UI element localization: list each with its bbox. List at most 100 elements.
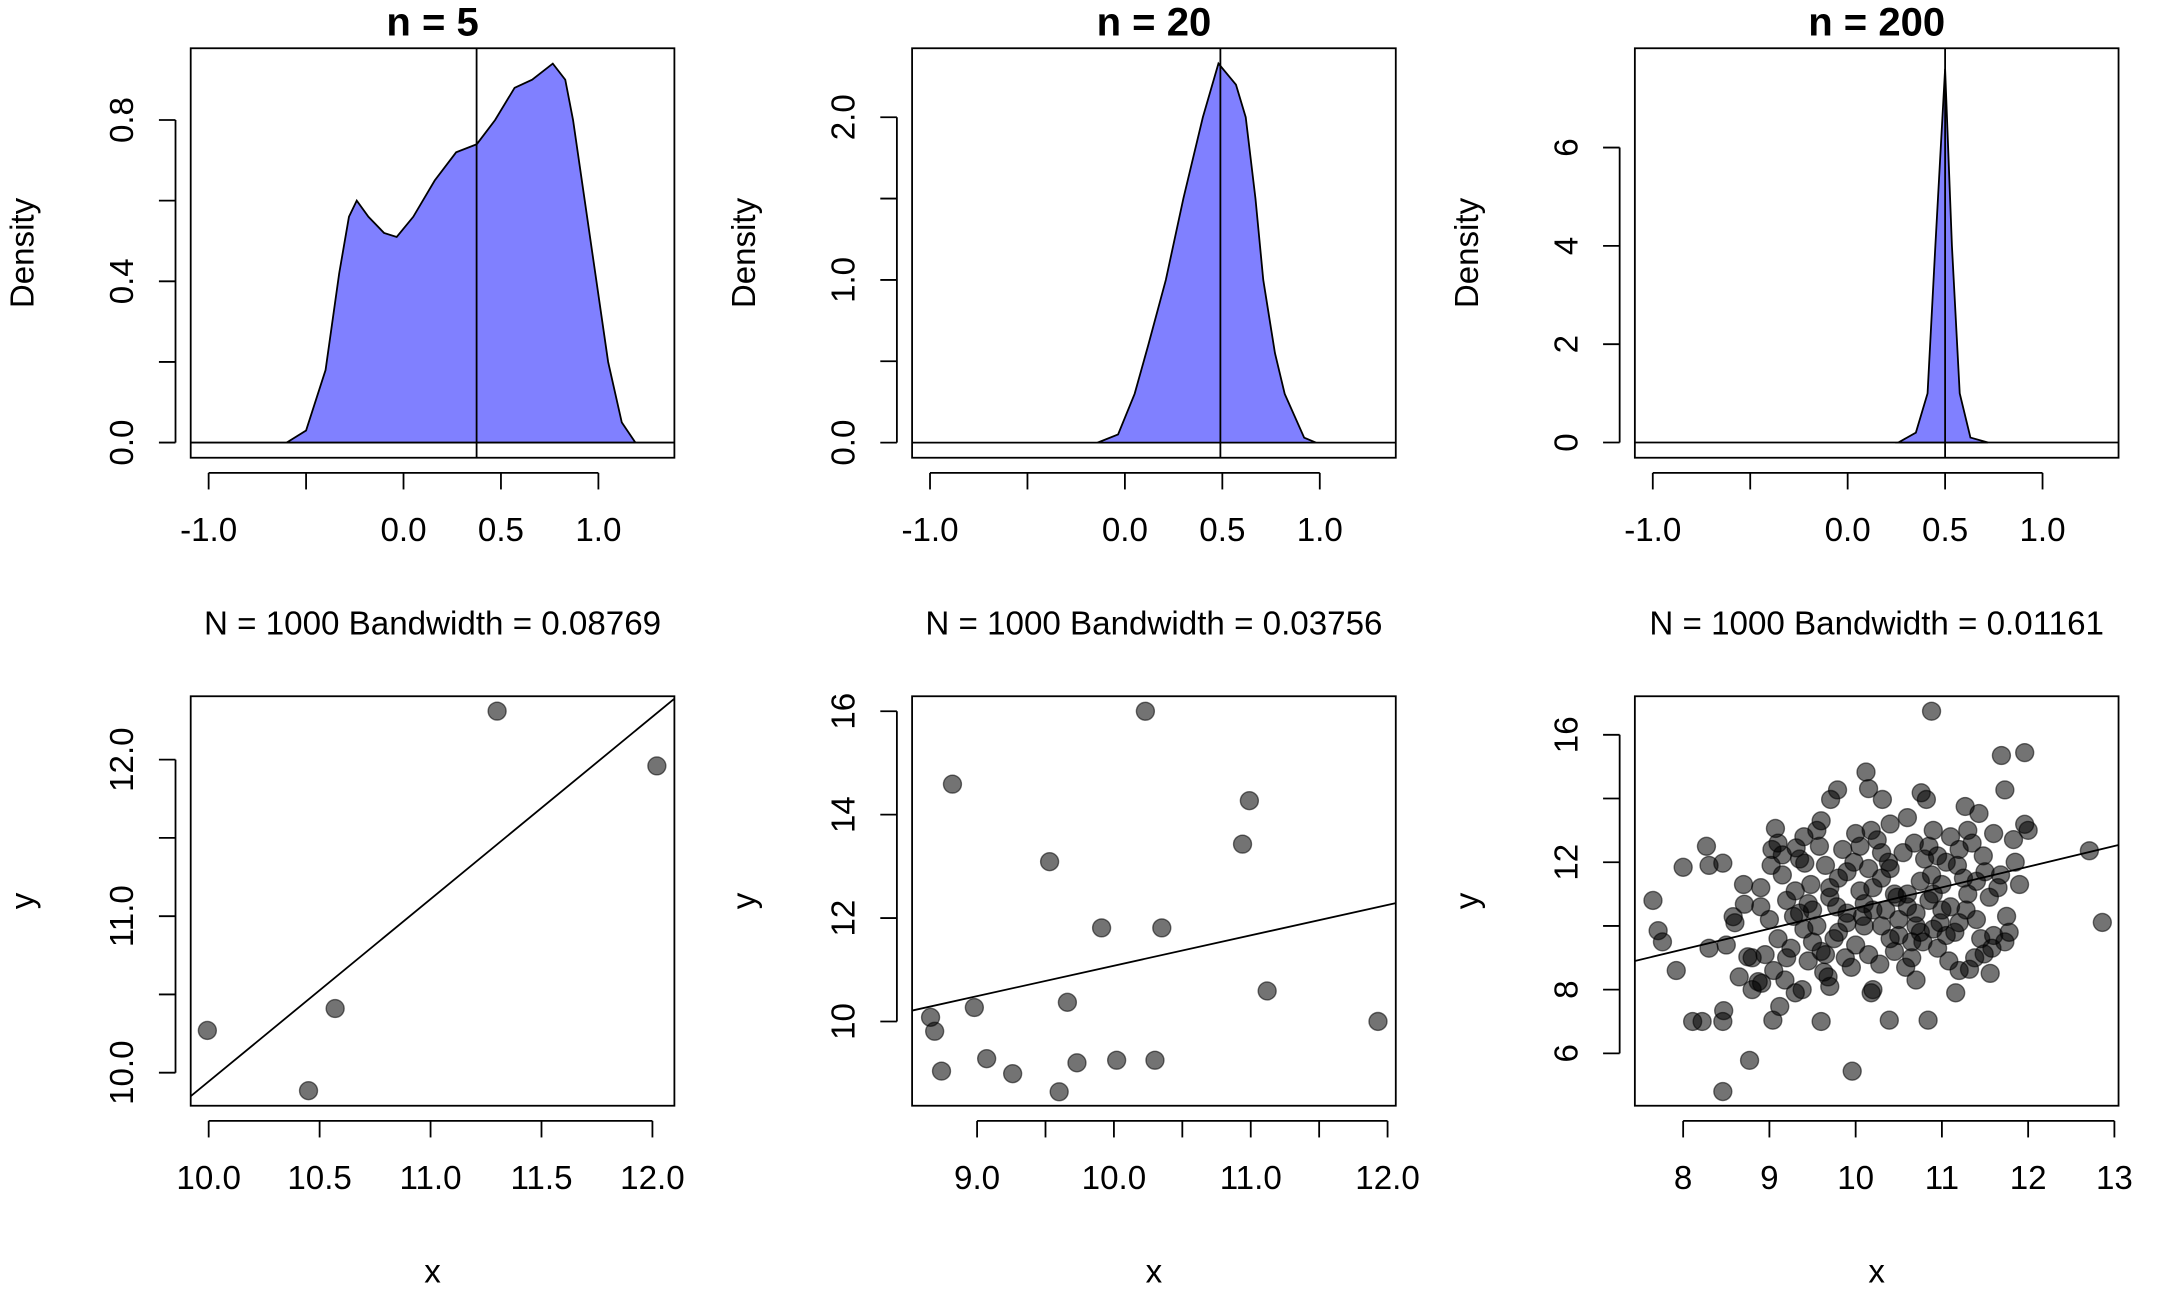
fit-line bbox=[1634, 844, 2119, 962]
point bbox=[487, 701, 507, 721]
y-axis-label: y bbox=[5, 892, 42, 909]
point bbox=[1049, 1082, 1069, 1102]
point bbox=[1807, 820, 1827, 841]
fit-line bbox=[912, 902, 1396, 1012]
point bbox=[1863, 979, 1883, 1000]
x-tick-label: 10.0 bbox=[1082, 1160, 1147, 1197]
point bbox=[1828, 922, 1849, 942]
point bbox=[1897, 897, 1918, 917]
x-tick-label: 10.0 bbox=[176, 1160, 241, 1197]
x-tick-label: 1.0 bbox=[1297, 512, 1343, 549]
point bbox=[1232, 834, 1253, 854]
point bbox=[1742, 979, 1762, 1000]
y-tick-label: 2.0 bbox=[825, 94, 862, 140]
point bbox=[1897, 807, 1918, 828]
point bbox=[2005, 852, 2025, 872]
point bbox=[1872, 789, 1893, 810]
point bbox=[2015, 742, 2035, 763]
point bbox=[931, 1061, 952, 1081]
plot-frame bbox=[189, 47, 676, 459]
point bbox=[1811, 1011, 1831, 1032]
panel-title: n = 200 bbox=[1808, 0, 1945, 44]
x-axis-label: x bbox=[1868, 1254, 1885, 1291]
panel: x y 8 9 10 11 12 13 6 8 12 16 bbox=[1449, 695, 2133, 1291]
y-tick-label: 12 bbox=[1548, 844, 1585, 881]
point bbox=[1666, 960, 1686, 981]
point bbox=[1880, 814, 1900, 834]
point bbox=[1801, 874, 1821, 895]
y-tick-label: 10.0 bbox=[104, 1041, 141, 1105]
point bbox=[1713, 1081, 1733, 1102]
plot-frame bbox=[189, 695, 676, 1107]
x-tick-label: 0.5 bbox=[1922, 512, 1968, 549]
point bbox=[1983, 925, 2004, 946]
y-tick-label: 16 bbox=[825, 693, 862, 730]
point bbox=[1858, 778, 1879, 799]
point bbox=[1850, 881, 1870, 901]
x-tick-label: 9 bbox=[1760, 1160, 1778, 1197]
point bbox=[2009, 874, 2030, 895]
x-tick-label: 0.5 bbox=[478, 512, 524, 549]
point bbox=[1692, 1011, 1712, 1032]
y-tick-label: 0.0 bbox=[104, 420, 141, 466]
point bbox=[1789, 849, 1810, 869]
point bbox=[1858, 858, 1879, 879]
point bbox=[964, 997, 985, 1018]
point bbox=[1734, 894, 1755, 914]
point bbox=[1916, 789, 1937, 810]
point bbox=[1652, 932, 1673, 952]
point bbox=[1910, 922, 1931, 942]
y-axis-label: Density bbox=[1449, 197, 1486, 308]
point bbox=[1880, 929, 1900, 949]
point bbox=[1871, 868, 1892, 888]
point bbox=[1946, 983, 1966, 1003]
point bbox=[1770, 996, 1790, 1017]
x-tick-label: 1.0 bbox=[2019, 512, 2065, 549]
point bbox=[1725, 913, 1745, 933]
point bbox=[1923, 820, 1943, 841]
x-tick-label: 0.0 bbox=[1825, 512, 1871, 549]
point bbox=[1768, 833, 1788, 853]
plot-frame bbox=[911, 695, 1397, 1107]
x-axis-label: N = 1000 Bandwidth = 0.01161 bbox=[1649, 606, 2104, 643]
point bbox=[1861, 820, 1881, 841]
point bbox=[1776, 948, 1797, 968]
point bbox=[1918, 1010, 1938, 1030]
point bbox=[1835, 948, 1855, 968]
point bbox=[1802, 932, 1823, 952]
point bbox=[1057, 992, 1078, 1012]
panel: n = 5 N = 1000 Bandwidth = 0.08769 Density… bbox=[5, 0, 676, 643]
x-tick-label: 10 bbox=[1837, 1160, 1874, 1197]
point bbox=[1999, 922, 2019, 942]
point bbox=[1106, 1050, 1127, 1070]
point bbox=[1980, 963, 2000, 984]
point bbox=[1809, 836, 1830, 856]
point bbox=[1837, 903, 1857, 923]
point bbox=[1820, 976, 1840, 997]
point bbox=[1739, 1050, 1760, 1070]
point bbox=[1921, 865, 1942, 885]
x-tick-label: 0.0 bbox=[1102, 512, 1148, 549]
point bbox=[1940, 827, 1961, 847]
point bbox=[1827, 780, 1848, 800]
panel: n = 200 N = 1000 Bandwidth = 0.01161 Densi… bbox=[1449, 0, 2120, 643]
point bbox=[1755, 944, 1775, 965]
y-tick-label: 14 bbox=[825, 796, 862, 833]
y-axis-label: y bbox=[1449, 892, 1486, 909]
x-tick-label: 11 bbox=[1925, 1160, 1959, 1197]
point bbox=[1947, 855, 1968, 876]
point bbox=[647, 756, 667, 776]
point bbox=[1949, 960, 1969, 981]
y-tick-label: 16 bbox=[1548, 716, 1585, 753]
point bbox=[1850, 836, 1870, 856]
y-tick-label: 6 bbox=[1548, 1044, 1585, 1062]
point bbox=[1751, 897, 1771, 917]
point bbox=[1906, 970, 1926, 990]
x-tick-label: 10.5 bbox=[287, 1160, 352, 1197]
point bbox=[2092, 912, 2113, 933]
plot-frame bbox=[1633, 695, 2120, 1107]
x-tick-label: 11.5 bbox=[510, 1160, 572, 1197]
y-tick-label: 2 bbox=[1548, 335, 1585, 353]
point bbox=[1039, 852, 1060, 872]
